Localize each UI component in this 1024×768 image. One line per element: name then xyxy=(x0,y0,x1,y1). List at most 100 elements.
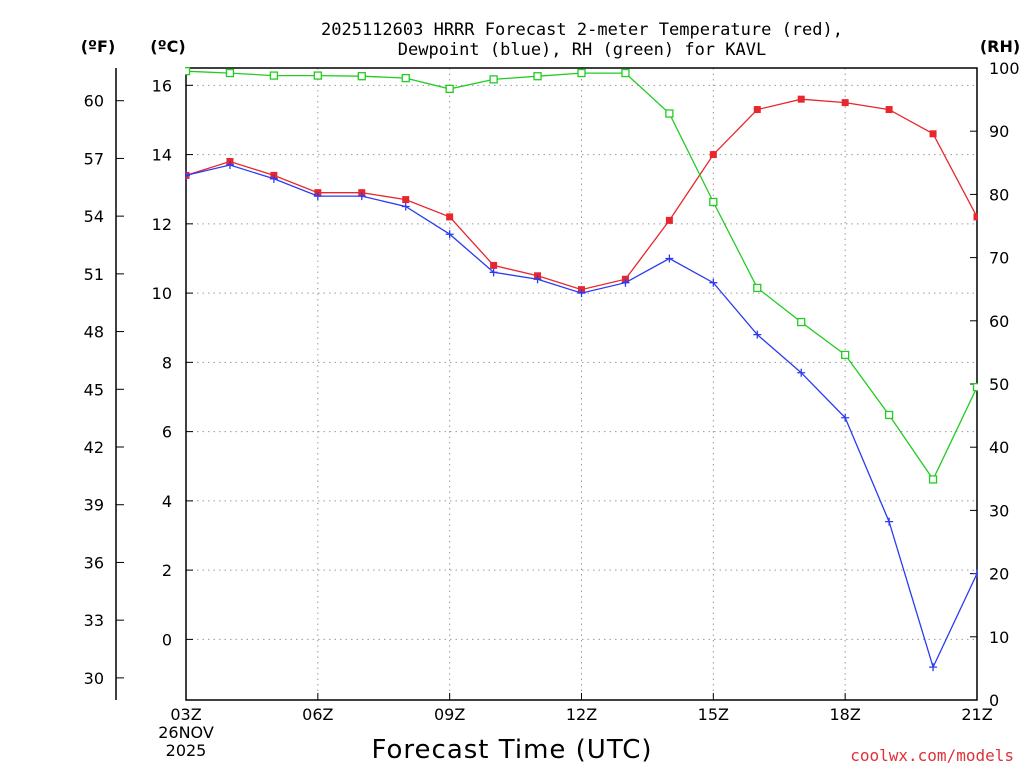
data-point xyxy=(841,413,850,422)
data-point xyxy=(709,278,718,287)
data-point xyxy=(929,130,937,138)
data-point xyxy=(621,68,630,78)
rh-tick-label: 100 xyxy=(989,59,1020,78)
c-tick-label: 4 xyxy=(162,492,172,511)
data-point xyxy=(797,368,806,377)
data-point xyxy=(621,278,630,287)
series-2-meter-temperature xyxy=(185,95,978,294)
data-point xyxy=(225,68,235,78)
data-point xyxy=(753,283,762,293)
data-point xyxy=(665,109,674,118)
rh-tick-label: 70 xyxy=(989,249,1009,268)
axes xyxy=(115,67,978,701)
c-tick-label: 16 xyxy=(152,76,172,95)
c-tick-label: 0 xyxy=(162,630,172,649)
x-start-date: 26NOV xyxy=(158,723,214,742)
data-point xyxy=(973,569,978,578)
data-point xyxy=(753,106,761,114)
f-tick-label: 42 xyxy=(84,438,104,457)
f-tick-label: 57 xyxy=(84,149,104,168)
tick-labels: 0 2 4 6 8 10 12 14 16 03Z 06Z 09Z 12Z 15Z 18Z 21Z 30 33 36… xyxy=(84,59,1020,724)
data-point xyxy=(185,67,191,76)
rh-tick-label: 0 xyxy=(989,691,999,710)
data-point xyxy=(753,330,762,339)
data-point xyxy=(972,383,978,392)
f-tick-label: 36 xyxy=(84,553,104,572)
c-tick-label: 2 xyxy=(162,561,172,580)
series-dewpoint xyxy=(185,160,978,672)
data-point xyxy=(489,75,498,84)
data-point xyxy=(841,350,850,360)
data-point xyxy=(445,230,454,239)
f-tick-label: 39 xyxy=(84,496,104,515)
data-point xyxy=(401,202,410,211)
data-point xyxy=(577,68,586,78)
chart-title: 2025112603 HRRR Forecast 2-meter Tempera… xyxy=(321,20,843,40)
data-point xyxy=(269,174,278,183)
f-tick-label: 51 xyxy=(84,265,104,284)
data-point xyxy=(929,663,938,672)
data-point xyxy=(357,72,366,81)
f-tick-label: 54 xyxy=(84,207,104,226)
f-tick-label: 48 xyxy=(84,323,104,342)
series-rh xyxy=(185,67,978,484)
x-tick-label: 18Z xyxy=(830,705,861,724)
f-tick-label: 60 xyxy=(84,92,104,111)
rh-tick-label: 10 xyxy=(989,628,1009,647)
data-point xyxy=(225,160,234,169)
grid-lines xyxy=(186,68,977,700)
data-point xyxy=(797,95,805,103)
c-tick-label: 8 xyxy=(162,353,172,372)
x-tick-label: 15Z xyxy=(698,705,729,724)
c-tick-label: 12 xyxy=(152,215,172,234)
data-point xyxy=(313,71,322,80)
data-point xyxy=(533,72,542,81)
x-tick-label: 09Z xyxy=(434,705,465,724)
data-point xyxy=(401,73,410,83)
data-point xyxy=(402,196,410,204)
data-point xyxy=(313,192,322,201)
data-point xyxy=(533,275,542,284)
x-tick-label: 12Z xyxy=(566,705,597,724)
data-point xyxy=(269,71,279,80)
rh-tick-label: 60 xyxy=(989,312,1009,331)
data-point xyxy=(709,197,718,207)
x-tick-label: 21Z xyxy=(961,705,992,724)
celsius-unit-label: (ºC) xyxy=(150,37,185,56)
x-start-year: 2025 xyxy=(166,741,207,760)
chart-subtitle: Dewpoint (blue), RH (green) for KAVL xyxy=(398,40,766,60)
x-tick-label: 03Z xyxy=(170,705,201,724)
data-point xyxy=(357,192,366,201)
data-point xyxy=(885,517,894,526)
data-series xyxy=(185,67,978,672)
f-tick-label: 30 xyxy=(84,669,104,688)
rh-tick-label: 20 xyxy=(989,565,1009,584)
c-tick-label: 14 xyxy=(152,146,172,165)
data-point xyxy=(185,171,190,180)
fahrenheit-unit-label: (ºF) xyxy=(81,37,116,56)
c-tick-label: 10 xyxy=(152,284,172,303)
rh-unit-label: (RH) xyxy=(980,37,1020,56)
data-point xyxy=(665,254,674,263)
x-axis-label: Forecast Time (UTC) xyxy=(371,735,652,765)
rh-tick-label: 40 xyxy=(989,438,1009,457)
credit-text: coolwx.com/models xyxy=(850,746,1014,765)
f-tick-label: 45 xyxy=(84,380,104,399)
data-point xyxy=(797,317,806,327)
rh-tick-label: 30 xyxy=(989,501,1009,520)
data-point xyxy=(841,99,849,107)
data-point xyxy=(709,151,717,159)
data-point xyxy=(884,410,894,420)
data-point xyxy=(489,268,498,277)
data-point xyxy=(577,289,586,298)
c-tick-label: 6 xyxy=(162,423,172,442)
data-point xyxy=(490,261,498,269)
data-point xyxy=(928,475,938,484)
rh-tick-label: 80 xyxy=(989,185,1009,204)
f-tick-label: 33 xyxy=(84,611,104,630)
data-point xyxy=(885,106,893,114)
rh-tick-label: 50 xyxy=(989,375,1009,394)
rh-tick-label: 90 xyxy=(989,122,1009,141)
data-point xyxy=(446,213,454,221)
